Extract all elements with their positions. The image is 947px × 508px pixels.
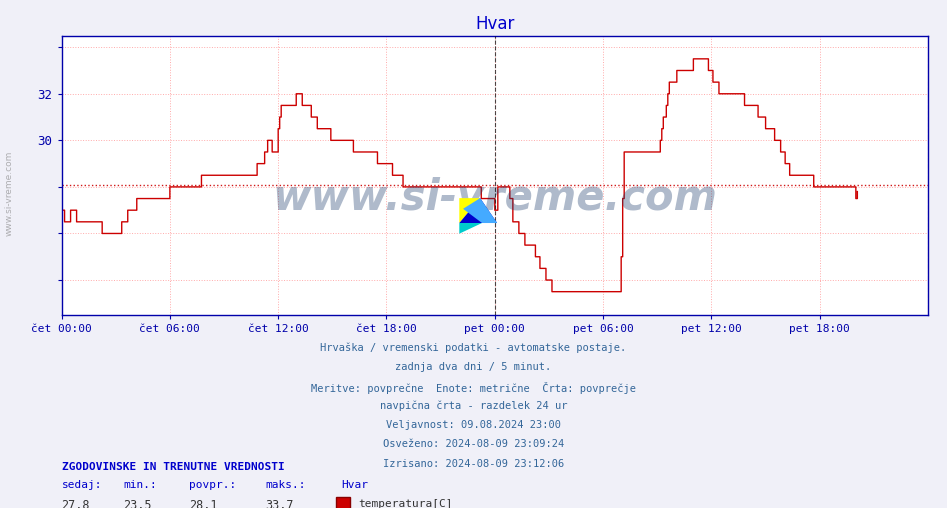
Text: 23,5: 23,5	[123, 499, 152, 508]
Text: Osveženo: 2024-08-09 23:09:24: Osveženo: 2024-08-09 23:09:24	[383, 439, 564, 450]
Text: www.si-vreme.com: www.si-vreme.com	[273, 177, 717, 218]
Text: ZGODOVINSKE IN TRENUTNE VREDNOSTI: ZGODOVINSKE IN TRENUTNE VREDNOSTI	[62, 462, 284, 472]
Text: Meritve: povprečne  Enote: metrične  Črta: povprečje: Meritve: povprečne Enote: metrične Črta:…	[311, 382, 636, 394]
Title: Hvar: Hvar	[475, 15, 514, 33]
Text: 33,7: 33,7	[265, 499, 294, 508]
Polygon shape	[463, 198, 497, 223]
Text: Hvar: Hvar	[341, 480, 368, 490]
Text: www.si-vreme.com: www.si-vreme.com	[5, 150, 14, 236]
Text: zadnja dva dni / 5 minut.: zadnja dva dni / 5 minut.	[396, 362, 551, 372]
Text: sedaj:: sedaj:	[62, 480, 102, 490]
Text: navpična črta - razdelek 24 ur: navpična črta - razdelek 24 ur	[380, 401, 567, 411]
Text: 28,1: 28,1	[189, 499, 218, 508]
Text: 27,8: 27,8	[62, 499, 90, 508]
Text: Veljavnost: 09.08.2024 23:00: Veljavnost: 09.08.2024 23:00	[386, 420, 561, 430]
Text: Hrvaška / vremenski podatki - avtomatske postaje.: Hrvaška / vremenski podatki - avtomatske…	[320, 343, 627, 354]
Text: povpr.:: povpr.:	[189, 480, 237, 490]
Text: Izrisano: 2024-08-09 23:12:06: Izrisano: 2024-08-09 23:12:06	[383, 459, 564, 469]
Text: temperatura[C]: temperatura[C]	[358, 499, 453, 508]
Polygon shape	[459, 198, 497, 223]
Polygon shape	[459, 198, 480, 223]
Text: min.:: min.:	[123, 480, 157, 490]
Polygon shape	[459, 223, 482, 234]
Text: maks.:: maks.:	[265, 480, 306, 490]
